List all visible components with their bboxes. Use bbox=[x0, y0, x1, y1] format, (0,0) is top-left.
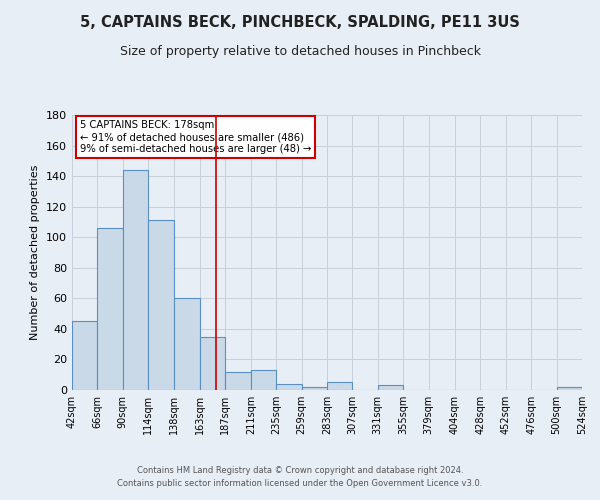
Bar bbox=[251, 370, 276, 390]
Bar bbox=[557, 387, 582, 390]
Bar bbox=[148, 220, 173, 390]
Text: Size of property relative to detached houses in Pinchbeck: Size of property relative to detached ho… bbox=[119, 45, 481, 58]
Bar bbox=[226, 372, 251, 390]
Bar bbox=[327, 382, 352, 390]
Bar bbox=[200, 336, 226, 390]
Y-axis label: Number of detached properties: Number of detached properties bbox=[31, 165, 40, 340]
Bar bbox=[123, 170, 148, 390]
Bar bbox=[276, 384, 302, 390]
Bar bbox=[173, 298, 200, 390]
Bar bbox=[378, 386, 403, 390]
Bar bbox=[97, 228, 123, 390]
Text: 5, CAPTAINS BECK, PINCHBECK, SPALDING, PE11 3US: 5, CAPTAINS BECK, PINCHBECK, SPALDING, P… bbox=[80, 15, 520, 30]
Bar bbox=[72, 322, 97, 390]
Text: 5 CAPTAINS BECK: 178sqm
← 91% of detached houses are smaller (486)
9% of semi-de: 5 CAPTAINS BECK: 178sqm ← 91% of detache… bbox=[80, 120, 311, 154]
Bar bbox=[302, 387, 327, 390]
Text: Contains HM Land Registry data © Crown copyright and database right 2024.
Contai: Contains HM Land Registry data © Crown c… bbox=[118, 466, 482, 487]
